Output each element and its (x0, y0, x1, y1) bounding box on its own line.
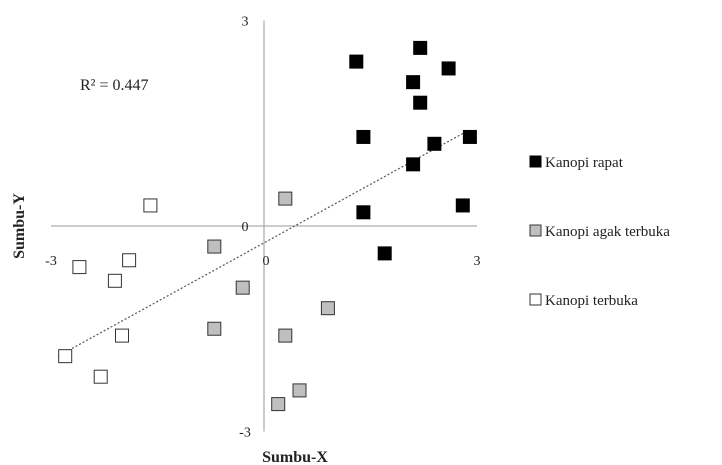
data-point (278, 328, 293, 343)
data-point (406, 157, 421, 172)
data-point (278, 191, 293, 206)
r-squared-annotation: R² = 0.447 (80, 77, 149, 94)
data-point (271, 397, 286, 412)
data-point (207, 239, 222, 254)
legend: Kanopi rapat Kanopi agak terbuka Kanopi te… (529, 155, 670, 309)
data-point (115, 328, 129, 343)
data-point (356, 205, 371, 220)
data-point (441, 61, 456, 76)
y-tick-label: -3 (239, 426, 251, 441)
y-tick-label: 0 (242, 220, 249, 235)
data-point (207, 321, 222, 336)
x-tick-label-origin: 0 (263, 254, 270, 269)
data-point (72, 260, 87, 275)
data-point (377, 246, 392, 261)
data-point (462, 129, 477, 144)
legend-label: Kanopi rapat (545, 155, 624, 171)
data-point (413, 40, 428, 55)
data-point (122, 253, 137, 268)
data-points (58, 40, 477, 412)
tick-labels: -3 3 3 0 -3 (45, 15, 480, 441)
data-point (320, 301, 335, 316)
data-point (413, 95, 428, 110)
data-point (58, 349, 73, 364)
data-point (427, 136, 442, 151)
data-point (356, 129, 371, 144)
data-point (406, 75, 421, 90)
trendline (57, 132, 464, 357)
y-axis-title: Sumbu-Y (11, 193, 28, 259)
data-point (93, 369, 108, 384)
data-point (107, 273, 122, 288)
y-tick-label: 3 (242, 15, 249, 30)
data-point (349, 54, 364, 69)
data-point (235, 280, 250, 295)
legend-label: Kanopi agak terbuka (545, 224, 670, 240)
x-axis-title: Sumbu-X (262, 449, 328, 465)
x-tick-label: 3 (474, 254, 481, 269)
x-tick-label: -3 (45, 254, 57, 269)
legend-marker (529, 293, 542, 306)
axes (51, 20, 477, 432)
legend-marker (529, 155, 542, 168)
data-point (292, 383, 307, 398)
data-point (143, 198, 158, 213)
data-point (455, 198, 470, 213)
legend-marker (529, 224, 542, 237)
legend-label: Kanopi terbuka (545, 293, 638, 309)
